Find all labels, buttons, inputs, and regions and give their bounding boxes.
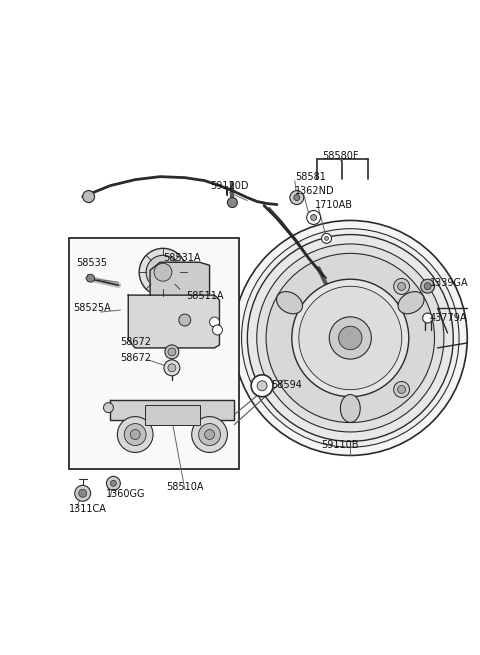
- Text: 58525A: 58525A: [73, 303, 110, 313]
- Text: 58581: 58581: [295, 172, 325, 181]
- Circle shape: [146, 255, 180, 289]
- Circle shape: [233, 221, 467, 455]
- Circle shape: [247, 234, 453, 441]
- Circle shape: [290, 191, 304, 204]
- Circle shape: [420, 279, 434, 293]
- Text: 58580F: 58580F: [322, 151, 359, 160]
- Ellipse shape: [340, 394, 360, 422]
- Circle shape: [299, 286, 402, 390]
- Text: 58672: 58672: [120, 353, 151, 363]
- Circle shape: [124, 424, 146, 445]
- Circle shape: [75, 485, 91, 501]
- Circle shape: [79, 489, 86, 497]
- Text: 58594: 58594: [271, 380, 302, 390]
- Text: 58531A: 58531A: [163, 253, 201, 263]
- Text: 58672: 58672: [120, 337, 151, 347]
- Text: 43779A: 43779A: [430, 313, 467, 323]
- Text: 1362ND: 1362ND: [295, 185, 335, 196]
- Circle shape: [397, 386, 406, 394]
- Circle shape: [164, 360, 180, 376]
- Circle shape: [394, 278, 409, 294]
- Circle shape: [110, 480, 116, 486]
- Circle shape: [83, 191, 95, 202]
- Circle shape: [192, 417, 228, 453]
- Text: 59120D: 59120D: [210, 181, 249, 191]
- Polygon shape: [150, 262, 210, 295]
- Circle shape: [168, 348, 176, 356]
- Circle shape: [322, 233, 332, 244]
- Circle shape: [104, 403, 113, 413]
- Text: 1311CA: 1311CA: [69, 504, 107, 514]
- Circle shape: [329, 317, 372, 359]
- Circle shape: [423, 313, 432, 323]
- Circle shape: [168, 364, 176, 372]
- Circle shape: [199, 424, 220, 445]
- Circle shape: [86, 274, 95, 282]
- Circle shape: [257, 381, 267, 391]
- Text: 1360GG: 1360GG: [106, 489, 145, 499]
- Circle shape: [294, 195, 300, 200]
- Circle shape: [266, 253, 434, 422]
- Circle shape: [107, 476, 120, 491]
- Circle shape: [397, 282, 406, 290]
- Polygon shape: [128, 295, 219, 348]
- Circle shape: [241, 229, 459, 447]
- Circle shape: [228, 198, 237, 208]
- Circle shape: [324, 236, 328, 240]
- Circle shape: [424, 283, 431, 290]
- Circle shape: [213, 325, 222, 335]
- Circle shape: [204, 430, 215, 440]
- Text: 58510A: 58510A: [166, 482, 204, 493]
- Bar: [69, 238, 240, 470]
- Bar: [145, 405, 200, 424]
- Circle shape: [179, 314, 191, 326]
- Circle shape: [130, 430, 140, 440]
- Circle shape: [311, 214, 317, 221]
- Circle shape: [165, 345, 179, 359]
- Text: 58535: 58535: [76, 258, 107, 269]
- Circle shape: [338, 326, 362, 350]
- Circle shape: [251, 375, 273, 397]
- Circle shape: [292, 279, 409, 397]
- Text: 1339GA: 1339GA: [430, 278, 468, 288]
- Text: 58511A: 58511A: [186, 291, 223, 301]
- Text: 1710AB: 1710AB: [314, 200, 353, 210]
- Circle shape: [118, 417, 153, 453]
- Circle shape: [394, 381, 409, 398]
- Circle shape: [307, 210, 321, 225]
- Circle shape: [210, 317, 219, 327]
- Circle shape: [257, 244, 444, 432]
- Polygon shape: [110, 400, 234, 420]
- Circle shape: [139, 248, 187, 296]
- Ellipse shape: [276, 291, 302, 314]
- Circle shape: [154, 263, 172, 281]
- Ellipse shape: [398, 291, 424, 314]
- Text: 59110B: 59110B: [322, 440, 359, 449]
